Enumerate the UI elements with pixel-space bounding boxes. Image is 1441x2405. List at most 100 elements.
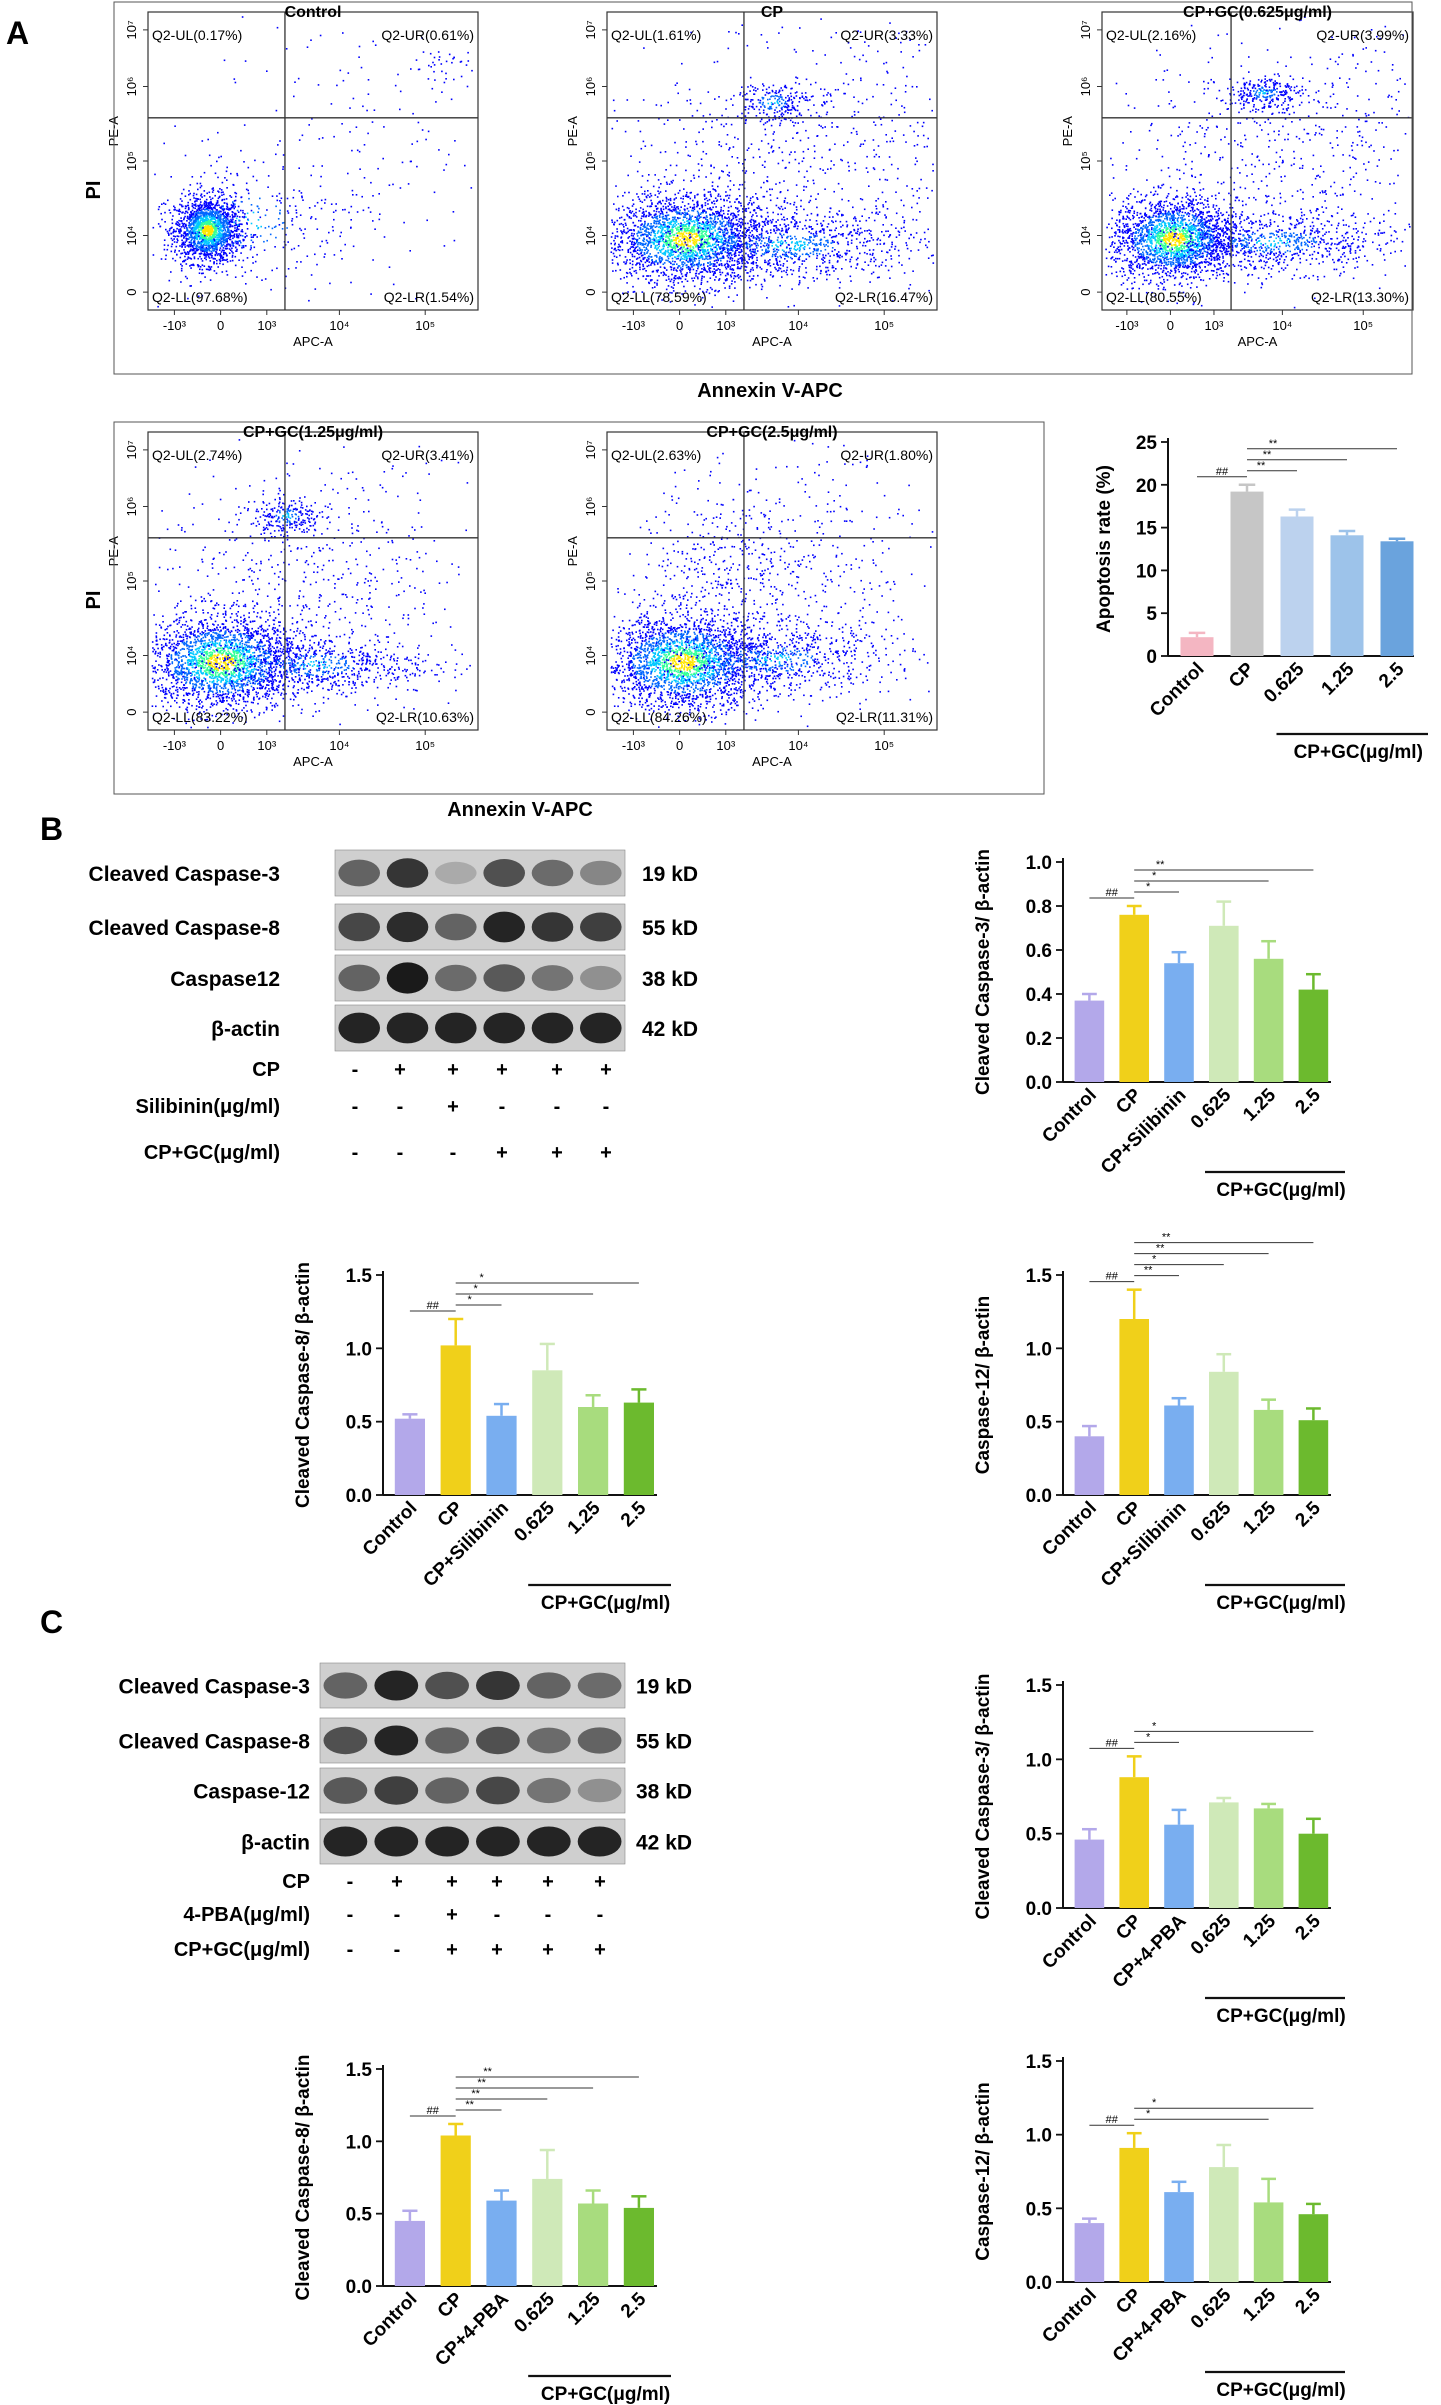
y-tick-label: 10⁴	[1078, 225, 1093, 245]
blot-band	[386, 911, 429, 943]
x-tick-label: 10³	[257, 738, 276, 753]
bar	[578, 2203, 609, 2286]
flow-plot-title: CP+GC(2.5μg/ml)	[706, 424, 837, 441]
treatment-sign: +	[551, 1142, 563, 1164]
x-tick-label: -10³	[1115, 318, 1139, 333]
blot-band	[580, 965, 622, 991]
y-tick-label: 0.5	[1026, 1825, 1053, 1846]
flow-plot: Q2-UL(2.63%) Q2-UR(1.80%) Q2-LL(84.26%) Q2-…	[565, 424, 938, 769]
blot-band	[425, 1727, 469, 1754]
treatment-sign: +	[551, 1059, 563, 1081]
significance-label: **	[1162, 1232, 1171, 1244]
blot-band	[425, 1826, 469, 1857]
blot-lane-strip	[334, 1004, 626, 1052]
significance-label: ##	[427, 2105, 440, 2117]
blot-band	[435, 913, 477, 941]
y-tick-label: 10⁵	[124, 571, 139, 591]
treatment-label: CP	[252, 1059, 280, 1081]
blot-lane-strip	[319, 1662, 626, 1709]
treatment-sign: -	[347, 1871, 354, 1893]
treatment-sign: -	[554, 1096, 561, 1118]
row-1-y-label: PI	[83, 181, 105, 200]
x-tick-label: -10³	[163, 738, 187, 753]
quadrant-ul-label: Q2-UL(0.17%)	[152, 27, 242, 43]
treatment-sign: +	[594, 1871, 606, 1893]
blot-row-label: Cleaved Caspase-3	[119, 1676, 310, 1699]
row-2-y-label: PI	[83, 591, 105, 610]
treatment-sign: -	[597, 1904, 604, 1926]
bar	[1253, 1808, 1284, 1908]
quadrant-lr-label: Q2-LR(11.31%)	[836, 709, 933, 725]
y-axis-label: Cleaved Caspase-8/ β-actin	[293, 2054, 314, 2300]
treatment-sign: +	[446, 1871, 458, 1893]
treatment-label: 4-PBA(μg/ml)	[183, 1904, 310, 1926]
flow-plot-frame	[606, 11, 938, 311]
bar	[1119, 2147, 1149, 2282]
y-tick-label: 10⁴	[124, 645, 139, 665]
treatment-sign: +	[447, 1059, 459, 1081]
significance-label: **	[1257, 460, 1266, 472]
treatment-sign: -	[603, 1096, 610, 1118]
y-tick-label: 1.0	[1026, 1750, 1052, 1771]
blot-size-label: 42 kD	[642, 1018, 698, 1041]
y-tick-label: 0.2	[1026, 1029, 1052, 1050]
category-label: 2.5	[617, 1497, 651, 1531]
y-tick-label: 1.0	[346, 1339, 372, 1360]
y-tick-label: 0.4	[1026, 985, 1053, 1006]
flow-plot-title: CP+GC(1.25μg/ml)	[243, 424, 383, 441]
category-label: 1.25	[564, 2288, 605, 2329]
blot-row-label: Cleaved Caspase-3	[89, 863, 280, 886]
treatment-sign: +	[446, 1939, 458, 1961]
flow-plot: Q2-UL(0.17%) Q2-UR(0.61%) Q2-LL(97.68%) Q2-…	[106, 4, 479, 349]
flow-dots	[1105, 16, 1411, 309]
y-tick-label: 0.0	[1026, 2273, 1052, 2294]
flow-dots	[152, 16, 473, 308]
quadrant-lr-label: Q2-LR(13.30%)	[1311, 289, 1409, 305]
blot-band	[531, 859, 574, 887]
blot-band	[483, 1012, 525, 1044]
y-tick-label: 0	[1078, 289, 1093, 296]
bar	[1180, 637, 1214, 656]
significance-label: **	[1156, 1243, 1165, 1255]
bar	[1209, 1371, 1239, 1495]
y-tick-label: 1.0	[1026, 853, 1052, 874]
y-tick-label: 10⁵	[124, 151, 139, 171]
significance-label: *	[1152, 1254, 1157, 1266]
blot-lane-strip	[319, 1717, 626, 1764]
bar	[1209, 925, 1239, 1082]
bar-chart: 0.0 0.5 1.0 1.5 Cleaved Caspase-8/ β-actin Co…	[293, 2054, 671, 2405]
blot-band	[338, 912, 381, 942]
western-blot: Cleaved Caspase-3 19 kD Cleaved Caspase-8 5…	[89, 849, 698, 1164]
blot-lane-strip	[334, 849, 626, 897]
x-axis-label: APC-A	[752, 754, 792, 769]
blot-band	[580, 912, 622, 942]
y-tick-label: 0.5	[346, 2205, 373, 2226]
bar-chart: 0.0 0.5 1.0 1.5 Caspase-12/ β-actin Control CP…	[973, 1232, 1346, 1614]
significance-label: ##	[1106, 887, 1119, 899]
y-axis-label: Apoptosis rate (%)	[1094, 465, 1115, 633]
blot-band	[531, 1012, 574, 1044]
bar	[1298, 1420, 1329, 1495]
significance-label: *	[1152, 1720, 1157, 1732]
flow-row-1-frame	[113, 1, 1413, 375]
significance-label: *	[468, 1294, 473, 1306]
bar	[532, 1370, 563, 1495]
x-tick-label: 10³	[1205, 318, 1224, 333]
blot-band	[476, 1726, 520, 1755]
quadrant-ll-label: Q2-LL(83.22%)	[152, 709, 248, 725]
treatment-sign: +	[600, 1059, 612, 1081]
significance-label: **	[1144, 1265, 1153, 1277]
x-tick-label: 10⁵	[415, 738, 435, 753]
y-tick-label: 1.0	[1026, 2126, 1052, 2147]
blot-band	[435, 964, 477, 992]
significance-label: *	[1152, 2097, 1157, 2109]
bar-chart: 0 5 10 15 20 25 Apoptosis rate (%) Control CP 0.6…	[1094, 433, 1428, 763]
blot-band	[338, 859, 381, 887]
flow-dots	[151, 435, 471, 729]
group-label: CP+GC(μg/ml)	[1216, 2380, 1345, 2401]
y-axis-label: Caspase-12/ β-actin	[973, 1296, 994, 1474]
blot-band	[526, 1826, 571, 1857]
quadrant-ur-label: Q2-UR(1.80%)	[840, 447, 933, 463]
category-label: 0.625	[510, 1497, 559, 1546]
treatment-sign: -	[352, 1096, 359, 1118]
